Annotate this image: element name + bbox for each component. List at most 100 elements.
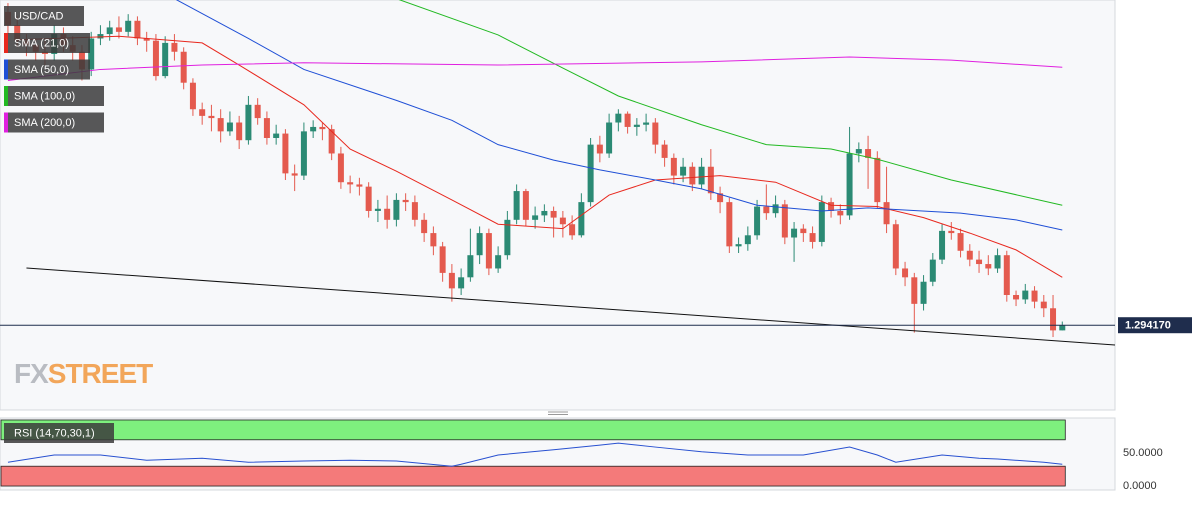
candle-body	[661, 144, 668, 158]
legend-swatch	[4, 59, 8, 80]
candle-body	[846, 153, 853, 216]
candle-body	[781, 204, 788, 238]
candle-body	[855, 149, 862, 154]
candle-body	[263, 118, 270, 138]
candle-body	[809, 233, 816, 242]
candle-body	[754, 206, 761, 236]
candle-body	[532, 215, 539, 220]
candle-body	[254, 104, 261, 119]
candle-body	[115, 27, 122, 32]
candle-body	[365, 186, 372, 211]
candle-body	[828, 202, 835, 211]
candle-body	[1050, 308, 1057, 331]
sma-line	[398, 0, 1063, 206]
candle-body	[976, 259, 983, 265]
legend-label: USD/CAD	[14, 10, 64, 22]
candle-body	[578, 202, 585, 236]
axes: 1.294170 50.0000 0.0000	[1118, 317, 1192, 492]
candle-body	[208, 115, 215, 119]
candle-body	[319, 126, 326, 130]
legend-label: SMA (21,0)	[14, 37, 69, 49]
candle-body	[356, 184, 363, 187]
candle-body	[994, 255, 1001, 269]
candle-body	[1013, 295, 1020, 300]
last-price-label: 1.294170	[1125, 320, 1171, 332]
candle-body	[476, 233, 483, 256]
candle-body	[226, 122, 233, 132]
candle-body	[698, 166, 705, 185]
candle-body	[439, 246, 446, 273]
candle-body	[282, 133, 289, 174]
candle-body	[1003, 255, 1010, 296]
candle-body	[411, 202, 418, 220]
rsi-y-tick-label: 50.0000	[1123, 447, 1163, 459]
candle-body	[430, 233, 437, 247]
candle-body	[652, 122, 659, 145]
sma-line	[17, 35, 1063, 278]
candle-body	[467, 255, 474, 278]
candle-body	[106, 27, 113, 35]
candle-body	[402, 199, 409, 203]
candle-body	[171, 42, 178, 52]
watermark-fx: FX	[14, 358, 49, 389]
candle-body	[818, 202, 825, 242]
candle-body	[143, 38, 150, 41]
candle-body	[1031, 290, 1038, 302]
candle-body	[421, 219, 428, 234]
candle-body	[726, 202, 733, 247]
candle-body	[744, 235, 751, 245]
candle-body	[606, 122, 613, 154]
candle-body	[495, 255, 502, 269]
candle-body	[800, 228, 807, 234]
rsi-y-tick-label: 0.0000	[1123, 480, 1157, 492]
candle-body	[1059, 325, 1066, 331]
legend-box	[4, 112, 104, 133]
candle-body	[837, 210, 844, 216]
candle-body	[541, 210, 548, 216]
legend-label: RSI (14,70,30,1)	[14, 427, 95, 439]
candle-body	[966, 250, 973, 260]
watermark-street: STREET	[48, 358, 153, 389]
marks	[0, 0, 1116, 487]
candle-body	[522, 191, 529, 220]
candle-body	[550, 210, 557, 218]
candle-body	[384, 208, 391, 220]
candle-body	[624, 113, 631, 127]
candle-body	[929, 259, 936, 282]
candle-body	[273, 133, 280, 138]
candle-body	[1022, 290, 1029, 300]
candle-body	[14, 25, 21, 41]
legend: USD/CAD SMA (21,0) SMA (50,0) SMA (100,0) SM…	[4, 6, 114, 443]
rsi-band	[0, 419, 1066, 441]
candle-body	[88, 38, 95, 70]
candle-body	[513, 191, 520, 220]
candle-body	[347, 182, 354, 185]
legend-swatch	[4, 86, 8, 106]
candle-body	[162, 42, 169, 77]
candle-body	[337, 153, 344, 183]
candle-body	[717, 193, 724, 203]
legend-box	[4, 59, 90, 80]
candle-body	[633, 124, 640, 127]
candle-body	[310, 126, 317, 132]
watermark: FXSTREET	[14, 358, 153, 389]
legend-label: SMA (50,0)	[14, 64, 69, 76]
legend-swatch	[4, 33, 8, 53]
candle-body	[569, 224, 576, 236]
candle-body	[670, 157, 677, 176]
candle-body	[152, 40, 159, 77]
candle-body	[180, 51, 187, 83]
candle-body	[920, 281, 927, 304]
candle-body	[615, 113, 622, 123]
candle-body	[125, 20, 132, 32]
candle-body	[892, 224, 899, 269]
candle-body	[328, 129, 335, 154]
candle-body	[865, 149, 872, 158]
candle-body	[291, 173, 298, 176]
candle-body	[245, 104, 252, 141]
candle-body	[643, 122, 650, 125]
candle-body	[1040, 301, 1047, 309]
candle-body	[217, 118, 224, 132]
candle-body	[939, 230, 946, 260]
